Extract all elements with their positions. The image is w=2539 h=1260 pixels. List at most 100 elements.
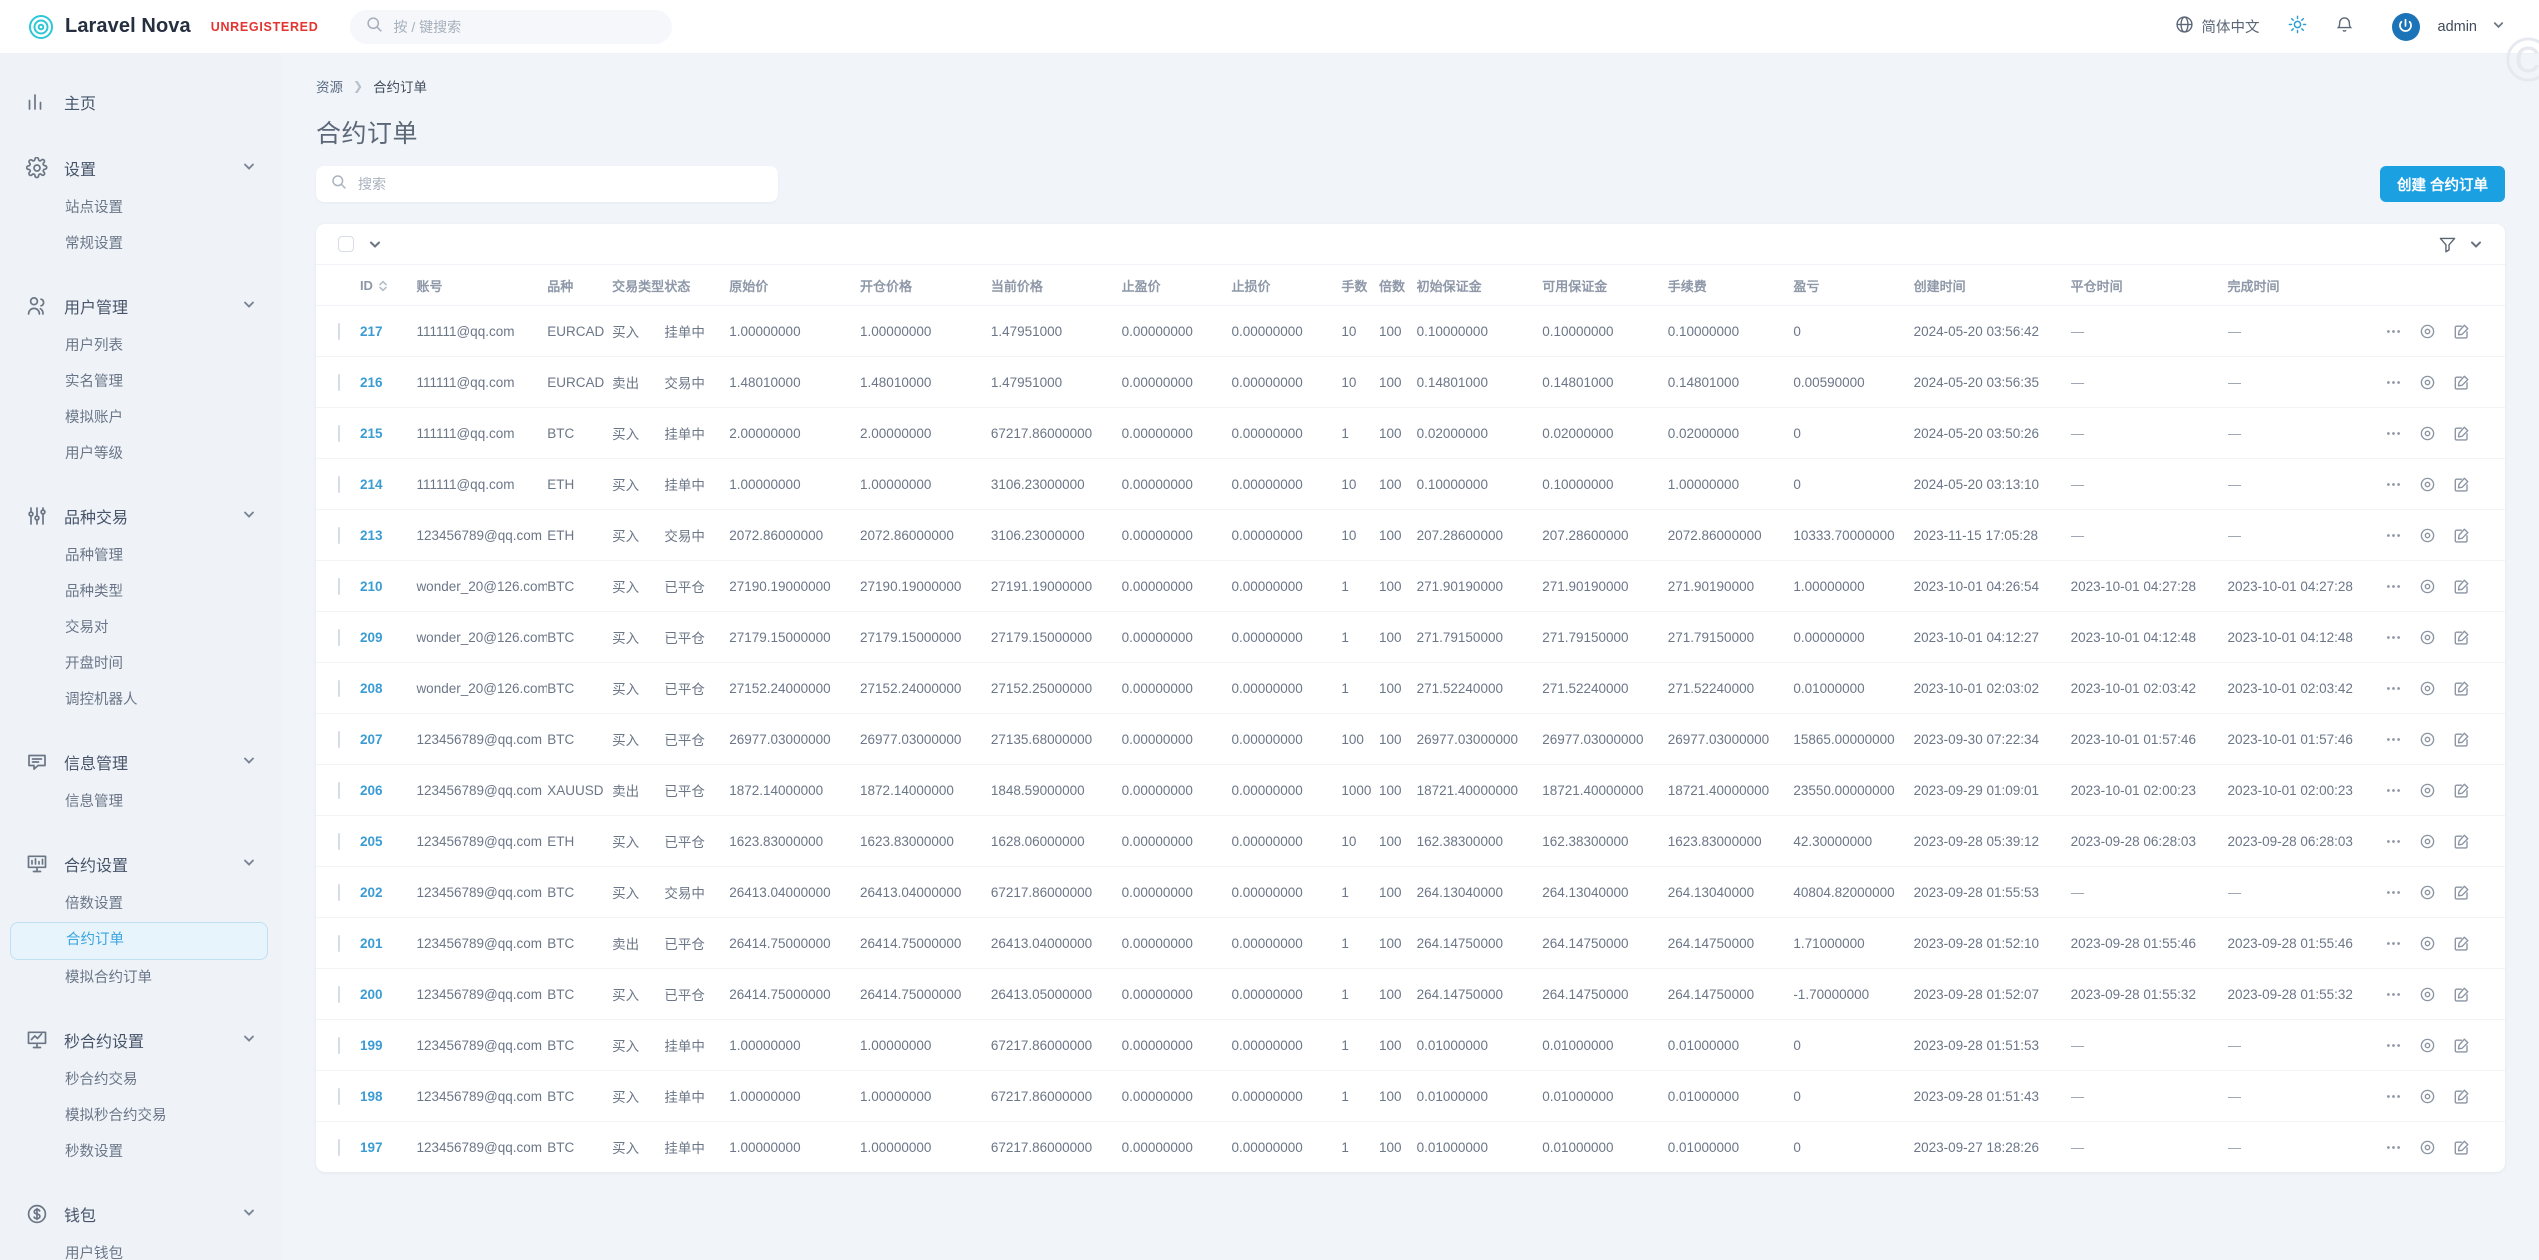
row-id-link[interactable]: 202: [359, 884, 383, 900]
chevron-down-icon[interactable]: [242, 507, 256, 526]
row-checkbox[interactable]: [338, 577, 340, 595]
sidebar-item-信息管理[interactable]: 信息管理: [65, 794, 123, 810]
edit-icon[interactable]: [2453, 1037, 2470, 1054]
edit-icon[interactable]: [2453, 986, 2470, 1003]
row-checkbox[interactable]: [338, 1087, 340, 1105]
edit-icon[interactable]: [2453, 425, 2470, 442]
table-row[interactable]: 213 123456789@qq.com ETH 买入 交易中 2072.86000000…: [316, 509, 2505, 561]
sidebar-item-交易对[interactable]: 交易对: [65, 620, 109, 636]
row-checkbox[interactable]: [338, 322, 340, 340]
brand[interactable]: Laravel Nova: [28, 14, 191, 40]
edit-icon[interactable]: [2453, 1139, 2470, 1156]
edit-icon[interactable]: [2453, 833, 2470, 850]
row-checkbox[interactable]: [338, 628, 340, 646]
row-checkbox[interactable]: [338, 985, 340, 1003]
edit-icon[interactable]: [2453, 1088, 2470, 1105]
theme-toggle[interactable]: [2274, 15, 2321, 38]
cell-id[interactable]: 205: [359, 815, 417, 867]
sidebar-group-header-设置[interactable]: 设置: [0, 146, 282, 190]
table-row[interactable]: 216 111111@qq.com EURCAD 卖出 交易中 1.48010000 1.4…: [316, 356, 2505, 408]
sidebar-item-品种类型[interactable]: 品种类型: [65, 584, 123, 600]
preview-icon[interactable]: [2419, 374, 2436, 391]
cell-id[interactable]: 209: [359, 611, 417, 663]
table-row[interactable]: 217 111111@qq.com EURCAD 买入 挂单中 1.00000000 1.0…: [316, 305, 2505, 357]
table-row[interactable]: 205 123456789@qq.com ETH 买入 已平仓 1623.83000000…: [316, 815, 2505, 867]
row-id-link[interactable]: 216: [359, 374, 383, 390]
sidebar-item-秒合约交易[interactable]: 秒合约交易: [65, 1072, 138, 1088]
edit-icon[interactable]: [2453, 629, 2470, 646]
row-checkbox[interactable]: [338, 1138, 340, 1156]
chevron-down-icon[interactable]: [242, 753, 256, 772]
sidebar-item-模拟秒合约交易[interactable]: 模拟秒合约交易: [65, 1108, 167, 1124]
preview-icon[interactable]: [2419, 731, 2436, 748]
preview-icon[interactable]: [2419, 1037, 2436, 1054]
cell-id[interactable]: 199: [359, 1019, 417, 1071]
user-menu[interactable]: admin: [2368, 12, 2506, 41]
filter-chevron-down-icon[interactable]: [2469, 237, 2483, 251]
edit-icon[interactable]: [2453, 935, 2470, 952]
more-icon[interactable]: [2385, 782, 2402, 799]
preview-icon[interactable]: [2419, 833, 2436, 850]
row-checkbox[interactable]: [338, 730, 340, 748]
row-id-link[interactable]: 201: [359, 935, 383, 951]
row-checkbox[interactable]: [338, 679, 340, 697]
edit-icon[interactable]: [2453, 476, 2470, 493]
table-row[interactable]: 199 123456789@qq.com BTC 买入 挂单中 1.00000000 1.0…: [316, 1019, 2505, 1071]
preview-icon[interactable]: [2419, 1139, 2436, 1156]
more-icon[interactable]: [2385, 476, 2402, 493]
row-checkbox[interactable]: [338, 1036, 340, 1054]
global-search-input[interactable]: 按 / 键搜索: [350, 9, 673, 44]
sidebar-item-模拟账户[interactable]: 模拟账户: [65, 410, 123, 426]
cell-id[interactable]: 200: [359, 968, 417, 1020]
sidebar-item-站点设置[interactable]: 站点设置: [65, 200, 123, 216]
sidebar-group-header-主页[interactable]: 主页: [0, 80, 282, 124]
table-row[interactable]: 209 wonder_20@126.com BTC 买入 已平仓 27179.150000…: [316, 611, 2505, 663]
row-id-link[interactable]: 199: [359, 1037, 383, 1053]
table-row[interactable]: 200 123456789@qq.com BTC 买入 已平仓 26414.7500000…: [316, 968, 2505, 1020]
row-id-link[interactable]: 205: [359, 833, 383, 849]
preview-icon[interactable]: [2419, 629, 2436, 646]
sidebar-group-header-秒合约设置[interactable]: 秒合约设置: [0, 1018, 282, 1062]
more-icon[interactable]: [2385, 629, 2402, 646]
sidebar-item-用户等级[interactable]: 用户等级: [65, 446, 123, 462]
more-icon[interactable]: [2385, 833, 2402, 850]
chevron-down-icon[interactable]: [242, 297, 256, 316]
cell-id[interactable]: 210: [359, 560, 417, 612]
preview-icon[interactable]: [2419, 884, 2436, 901]
table-row[interactable]: 206 123456789@qq.com XAUUSD 卖出 已平仓 1872.14000…: [316, 764, 2505, 816]
sidebar-item-秒数设置[interactable]: 秒数设置: [65, 1144, 123, 1160]
edit-icon[interactable]: [2453, 884, 2470, 901]
preview-icon[interactable]: [2419, 1088, 2436, 1105]
row-checkbox[interactable]: [338, 832, 340, 850]
preview-icon[interactable]: [2419, 425, 2436, 442]
sidebar-group-header-用户管理[interactable]: 用户管理: [0, 284, 282, 328]
edit-icon[interactable]: [2453, 680, 2470, 697]
table-row[interactable]: 197 123456789@qq.com BTC 买入 挂单中 1.00000000 1.0…: [316, 1122, 2505, 1173]
sidebar-item-开盘时间[interactable]: 开盘时间: [65, 656, 123, 672]
cell-id[interactable]: 202: [359, 866, 417, 918]
more-icon[interactable]: [2385, 935, 2402, 952]
more-icon[interactable]: [2385, 425, 2402, 442]
preview-icon[interactable]: [2419, 935, 2436, 952]
preview-icon[interactable]: [2419, 578, 2436, 595]
edit-icon[interactable]: [2453, 374, 2470, 391]
sidebar-item-常规设置[interactable]: 常规设置: [65, 236, 123, 252]
sidebar-group-header-钱包[interactable]: 钱包: [0, 1192, 282, 1236]
more-icon[interactable]: [2385, 1139, 2402, 1156]
table-row[interactable]: 215 111111@qq.com BTC 买入 挂单中 2.00000000 2.0000…: [316, 407, 2505, 459]
sidebar-item-用户钱包[interactable]: 用户钱包: [65, 1246, 123, 1260]
table-row[interactable]: 208 wonder_20@126.com BTC 买入 已平仓 27152.240000…: [316, 662, 2505, 714]
more-icon[interactable]: [2385, 527, 2402, 544]
row-checkbox[interactable]: [338, 475, 340, 493]
row-id-link[interactable]: 207: [359, 731, 383, 747]
row-id-link[interactable]: 200: [359, 986, 383, 1002]
cell-id[interactable]: 217: [359, 305, 417, 357]
row-id-link[interactable]: 198: [359, 1088, 383, 1104]
sidebar-item-实名管理[interactable]: 实名管理: [65, 374, 123, 390]
sidebar-group-header-品种交易[interactable]: 品种交易: [0, 494, 282, 538]
more-icon[interactable]: [2385, 884, 2402, 901]
cell-id[interactable]: 215: [359, 407, 417, 459]
row-id-link[interactable]: 214: [359, 476, 383, 492]
notifications-button[interactable]: [2321, 15, 2368, 38]
preview-icon[interactable]: [2419, 323, 2436, 340]
